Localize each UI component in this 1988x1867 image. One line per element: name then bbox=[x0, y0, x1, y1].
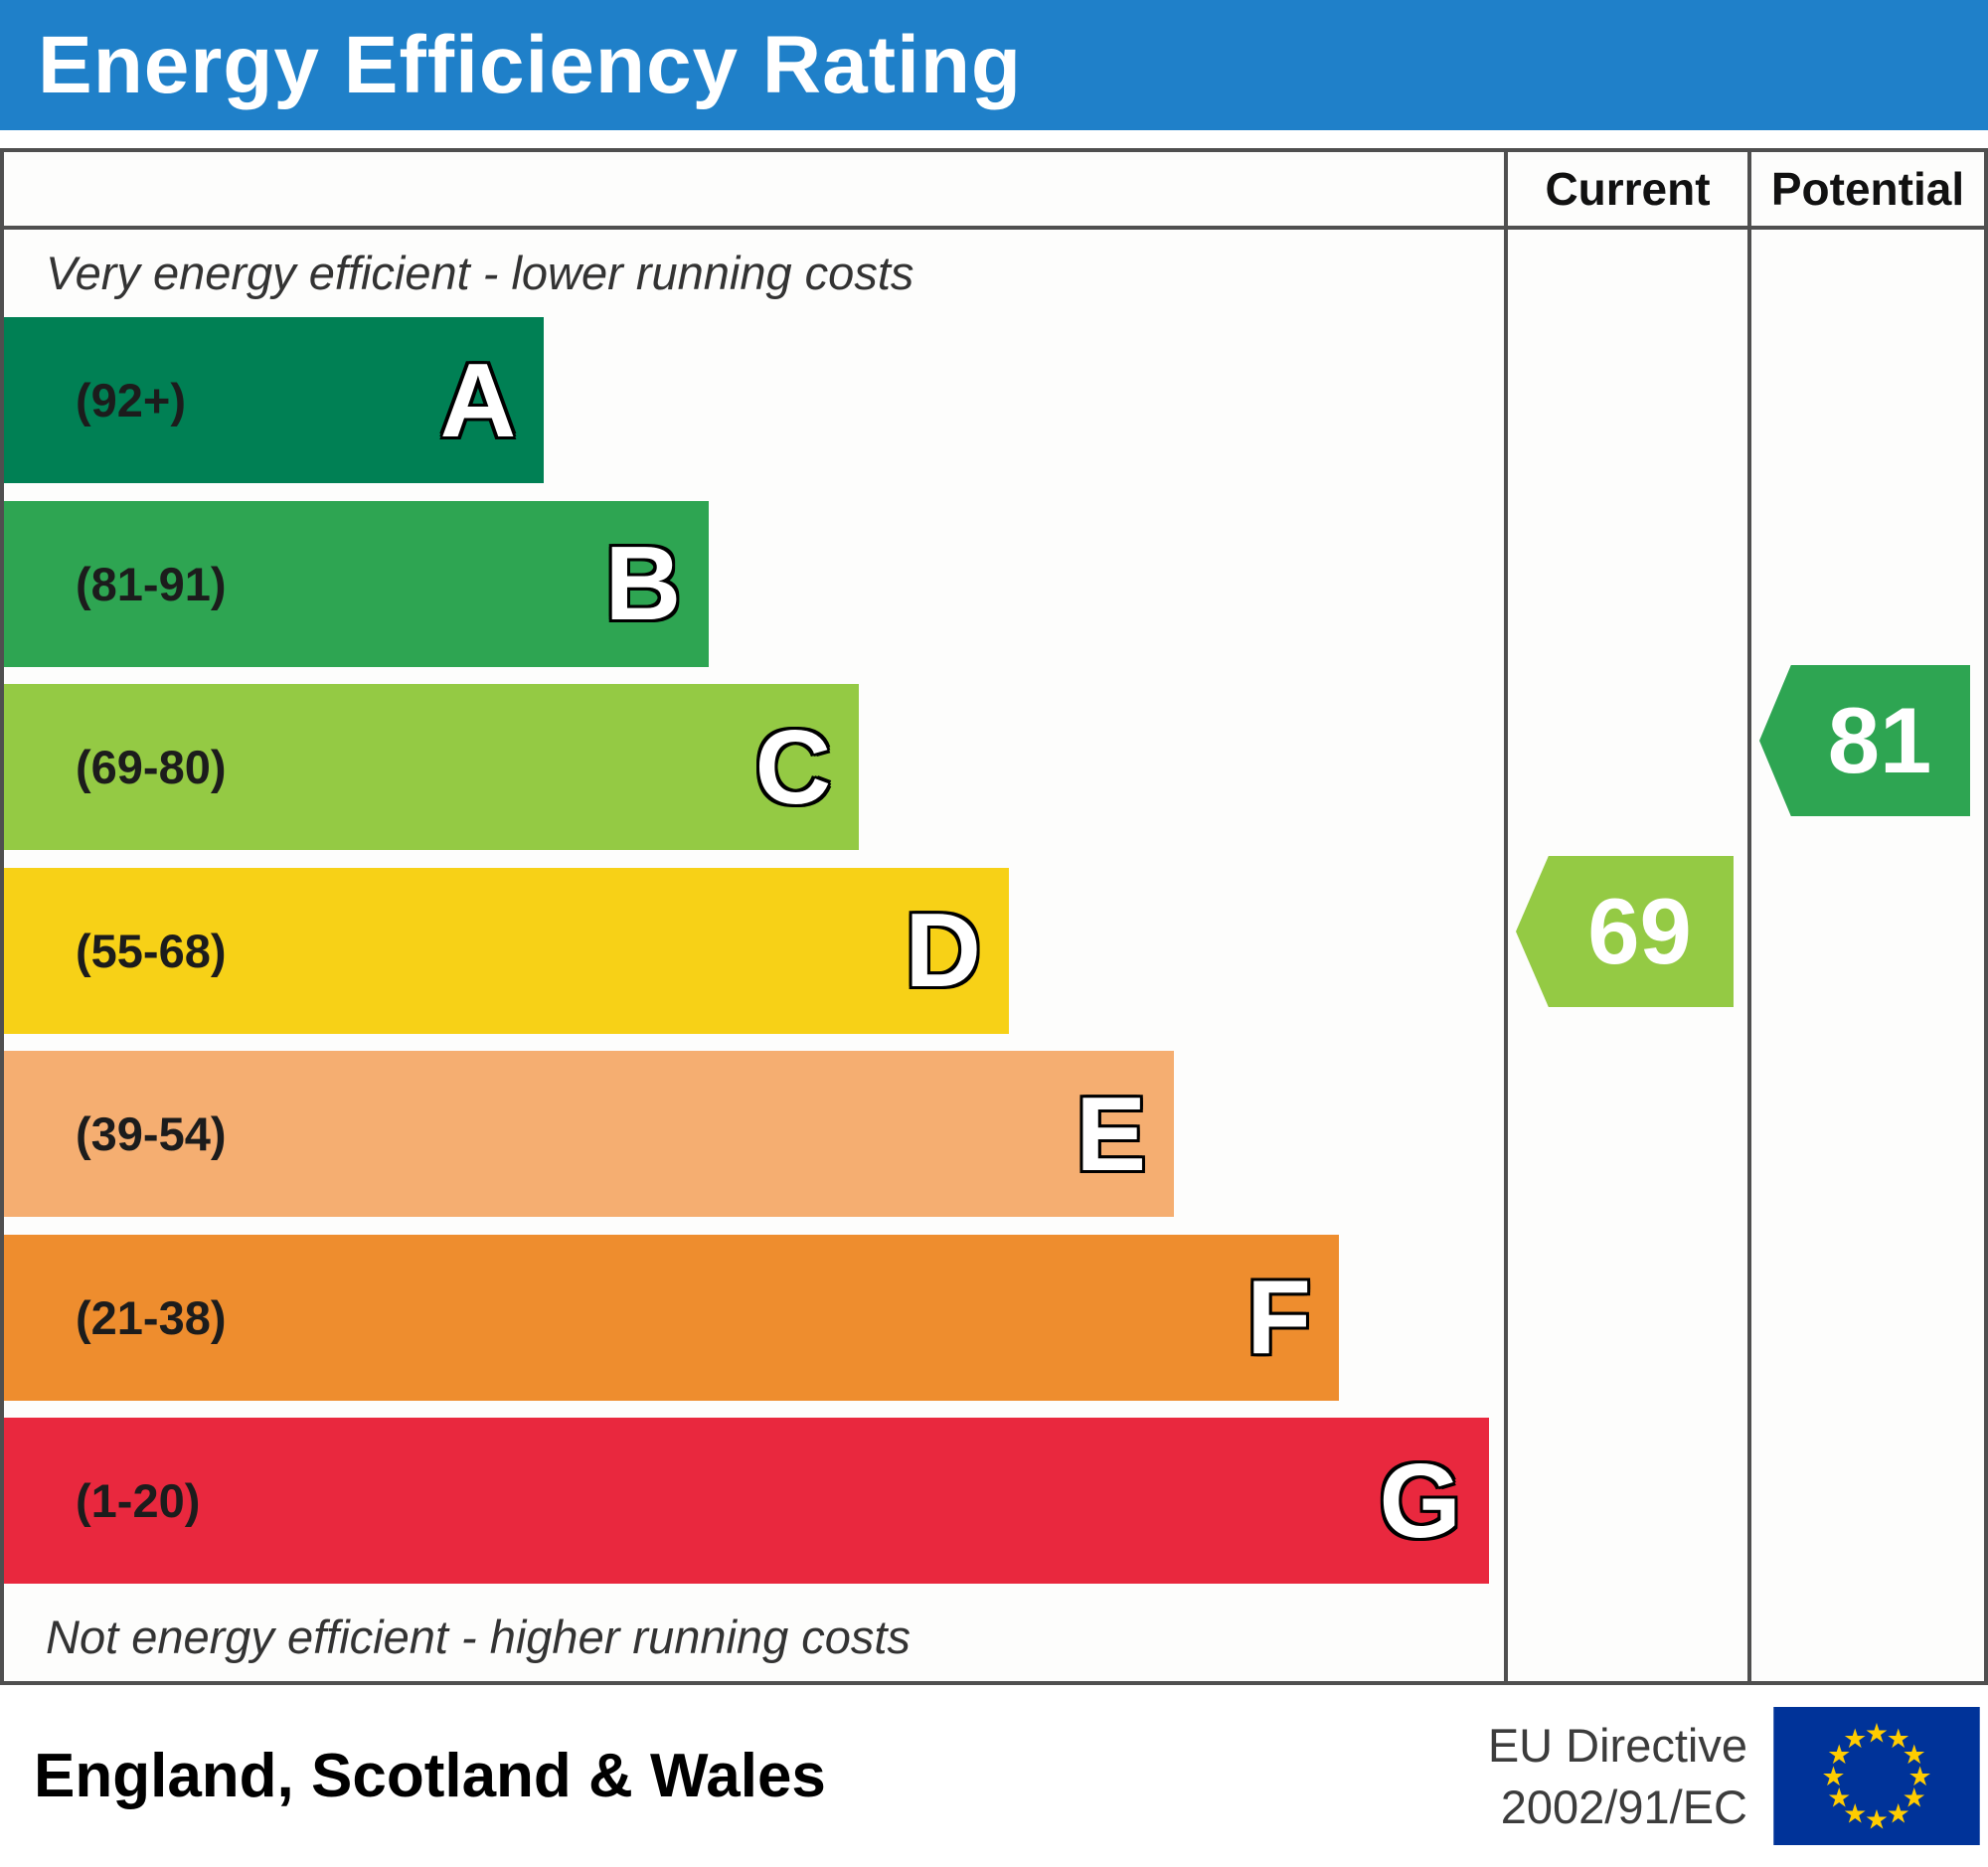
svg-text:★: ★ bbox=[1887, 1799, 1910, 1829]
bottom-note: Not energy efficient - higher running co… bbox=[46, 1610, 911, 1663]
band-E-bar: (39-54) E bbox=[4, 1051, 1175, 1217]
svg-text:★: ★ bbox=[1865, 1804, 1889, 1834]
svg-text:★: ★ bbox=[1903, 1783, 1926, 1813]
band-G-range: (1-20) bbox=[76, 1474, 201, 1527]
band-B-letter: B bbox=[604, 525, 682, 642]
current-rating-arrow: 69 bbox=[1516, 856, 1734, 1007]
band-C-bar: (69-80) C bbox=[4, 684, 860, 850]
band-A-letter: A bbox=[439, 341, 517, 459]
band-E-letter: E bbox=[1076, 1075, 1147, 1193]
svg-text:★: ★ bbox=[1827, 1783, 1851, 1813]
band-F: (21-38) F bbox=[4, 1234, 1504, 1401]
bands-column: Very energy efficient - lower running co… bbox=[4, 230, 1504, 1681]
band-F-bar: (21-38) F bbox=[4, 1234, 1339, 1401]
band-D-bar: (55-68) D bbox=[4, 867, 1010, 1034]
current-rating-value: 69 bbox=[1587, 879, 1692, 983]
region-label: England, Scotland & Wales bbox=[34, 1742, 826, 1810]
page-title: Energy Efficiency Rating bbox=[38, 19, 1023, 110]
potential-rating-value: 81 bbox=[1827, 688, 1932, 792]
rating-bands: (92+) A (81-91) B (69-80) C bbox=[4, 315, 1504, 1592]
band-B: (81-91) B bbox=[4, 500, 1504, 667]
svg-text:★: ★ bbox=[1865, 1718, 1889, 1748]
rating-table: Current Potential Very energy efficient … bbox=[0, 148, 1988, 1685]
potential-column: 81 bbox=[1747, 230, 1984, 1681]
current-column-header: Current bbox=[1504, 152, 1747, 226]
column-header-spacer bbox=[4, 152, 1504, 226]
chart-header: Energy Efficiency Rating bbox=[0, 0, 1988, 130]
potential-rating-arrow: 81 bbox=[1759, 665, 1970, 816]
chart-footer: England, Scotland & Wales EU Directive 2… bbox=[0, 1685, 1988, 1867]
potential-column-header: Potential bbox=[1747, 152, 1984, 226]
svg-text:★: ★ bbox=[1907, 1762, 1931, 1791]
eu-directive-line1: EU Directive bbox=[1487, 1719, 1747, 1773]
band-C-range: (69-80) bbox=[76, 741, 227, 793]
svg-text:★: ★ bbox=[1843, 1724, 1867, 1754]
band-G: (1-20) G bbox=[4, 1418, 1504, 1584]
band-B-bar: (81-91) B bbox=[4, 500, 710, 667]
eu-flag-icon: ★★★★★★★★★★★★ bbox=[1773, 1707, 1980, 1845]
rating-table-body: Very energy efficient - lower running co… bbox=[4, 230, 1984, 1681]
band-B-range: (81-91) bbox=[76, 557, 227, 610]
top-note: Very energy efficient - lower running co… bbox=[46, 246, 914, 299]
band-D-range: (55-68) bbox=[76, 924, 227, 977]
svg-text:★: ★ bbox=[1827, 1740, 1851, 1770]
column-header-row: Current Potential bbox=[4, 152, 1984, 230]
band-C: (69-80) C bbox=[4, 684, 1504, 850]
band-D-letter: D bbox=[905, 892, 982, 1009]
svg-text:★: ★ bbox=[1903, 1740, 1926, 1770]
band-E-range: (39-54) bbox=[76, 1107, 227, 1160]
eu-directive-label: EU Directive 2002/91/EC bbox=[1488, 1715, 1773, 1836]
band-A: (92+) A bbox=[4, 317, 1504, 483]
band-C-letter: C bbox=[754, 708, 832, 826]
band-D: (55-68) D bbox=[4, 867, 1504, 1034]
current-column: 69 bbox=[1504, 230, 1747, 1681]
band-A-range: (92+) bbox=[76, 374, 187, 426]
band-G-letter: G bbox=[1379, 1442, 1461, 1560]
eu-directive-line2: 2002/91/EC bbox=[1500, 1780, 1747, 1833]
svg-text:★: ★ bbox=[1821, 1762, 1845, 1791]
band-G-bar: (1-20) G bbox=[4, 1418, 1489, 1584]
band-A-bar: (92+) A bbox=[4, 317, 545, 483]
band-F-letter: F bbox=[1246, 1259, 1311, 1376]
band-E: (39-54) E bbox=[4, 1051, 1504, 1217]
svg-text:★: ★ bbox=[1843, 1799, 1867, 1829]
svg-text:★: ★ bbox=[1887, 1724, 1910, 1754]
band-F-range: (21-38) bbox=[76, 1290, 227, 1344]
